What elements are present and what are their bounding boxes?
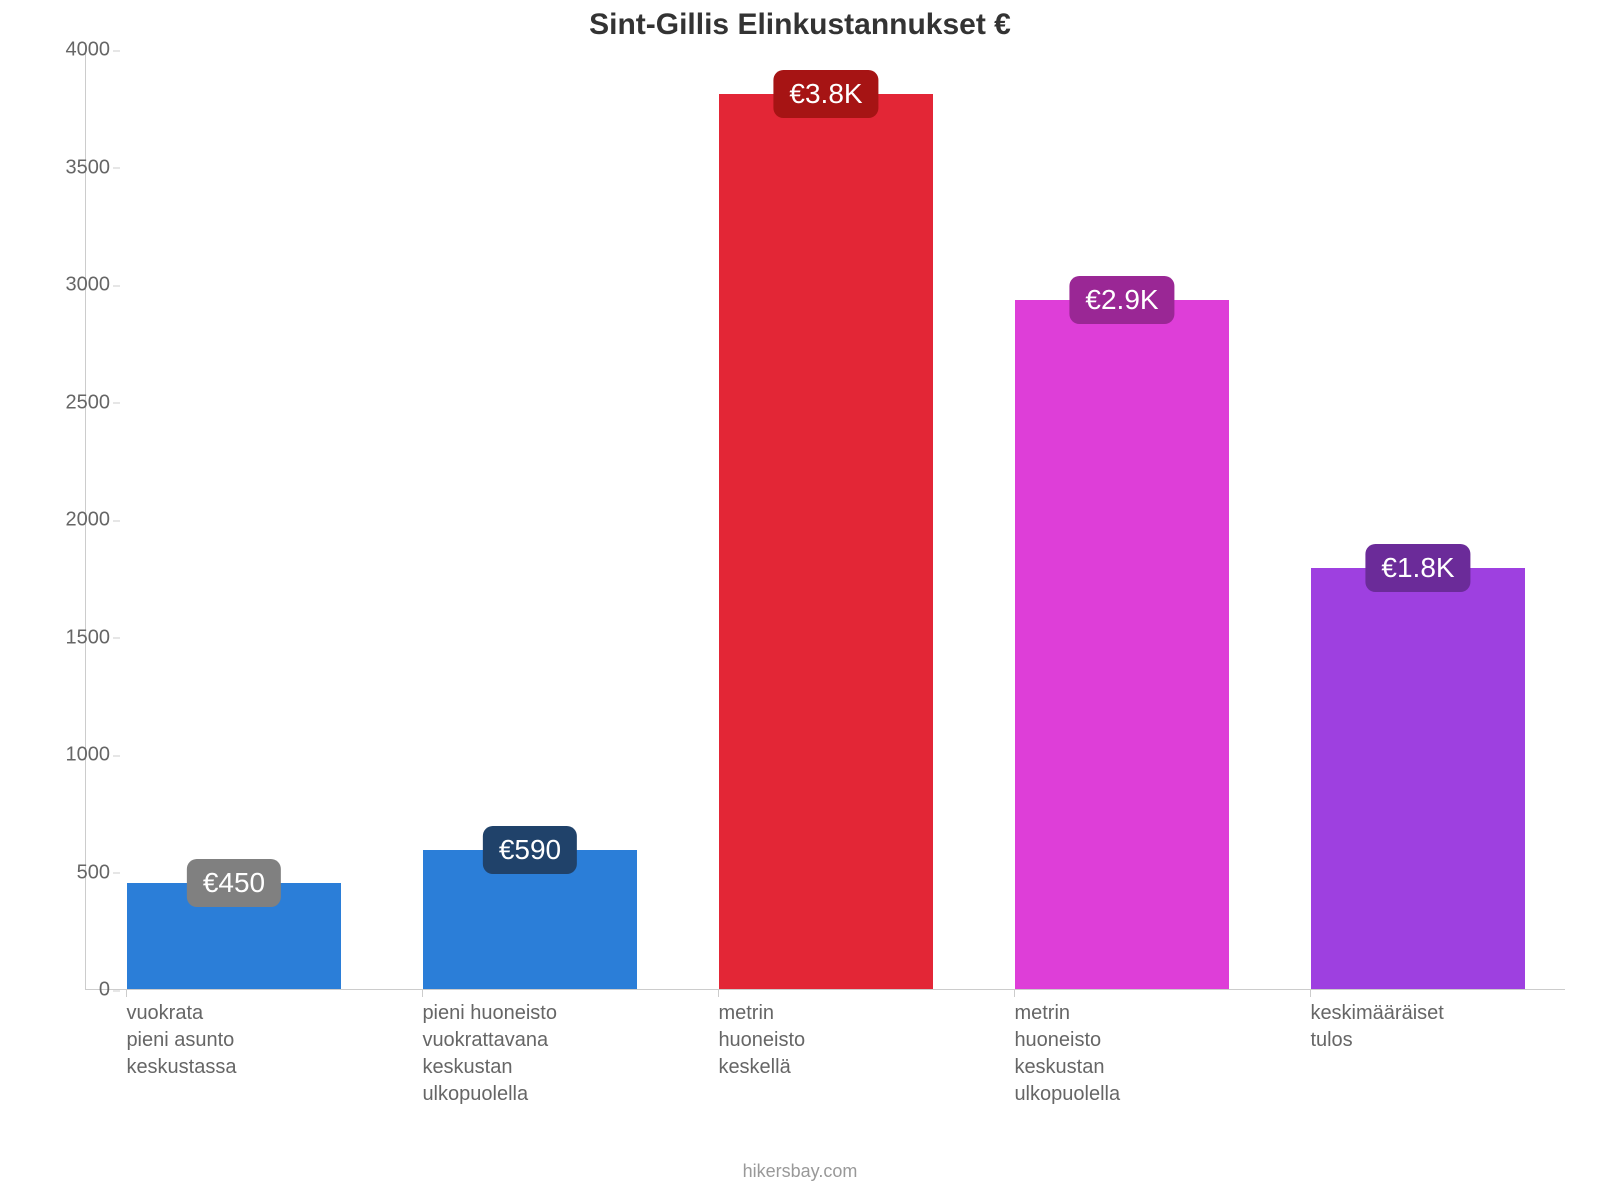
x-tick-label: vuokrata pieni asunto keskustassa	[126, 1000, 379, 1081]
x-tick-mark	[1310, 990, 1311, 997]
bar: €3.8K	[719, 94, 932, 989]
plot-area: €450 €590 €3.8K €2.9K €1.8K	[85, 50, 1565, 990]
y-tick-label: 3000	[30, 274, 110, 297]
chart-container: Sint-Gillis Elinkustannukset € €450€590€…	[0, 0, 1600, 1200]
y-tick-label: 500	[30, 861, 110, 884]
x-tick-label: pieni huoneisto vuokrattavana keskustan …	[422, 1000, 675, 1108]
bar-value-badge: €3.8K	[773, 70, 878, 118]
attribution-text: hikersbay.com	[0, 1161, 1600, 1182]
bar-value-badge: €450	[187, 859, 281, 907]
bar: €1.8K	[1311, 568, 1524, 989]
bar-value-badge: €2.9K	[1069, 276, 1174, 324]
y-tick-label: 0	[30, 979, 110, 1002]
x-tick-label: metrin huoneisto keskellä	[718, 1000, 971, 1081]
x-tick-label: keskimääräiset tulos	[1310, 1000, 1563, 1054]
bar: €450	[127, 883, 340, 989]
y-tick-label: 2000	[30, 509, 110, 532]
bar: €2.9K	[1015, 300, 1228, 989]
x-tick-mark	[126, 990, 127, 997]
y-tick-label: 2500	[30, 391, 110, 414]
chart-title: Sint-Gillis Elinkustannukset €	[0, 8, 1600, 42]
bar-value-badge: €1.8K	[1365, 544, 1470, 592]
bar: €590	[423, 850, 636, 989]
y-tick-label: 4000	[30, 39, 110, 62]
x-tick-mark	[422, 990, 423, 997]
y-tick-label: 3500	[30, 156, 110, 179]
x-tick-mark	[718, 990, 719, 997]
y-tick-label: 1000	[30, 744, 110, 767]
y-tick-label: 1500	[30, 626, 110, 649]
x-tick-mark	[1014, 990, 1015, 997]
bar-value-badge: €590	[483, 826, 577, 874]
x-tick-label: metrin huoneisto keskustan ulkopuolella	[1014, 1000, 1267, 1108]
